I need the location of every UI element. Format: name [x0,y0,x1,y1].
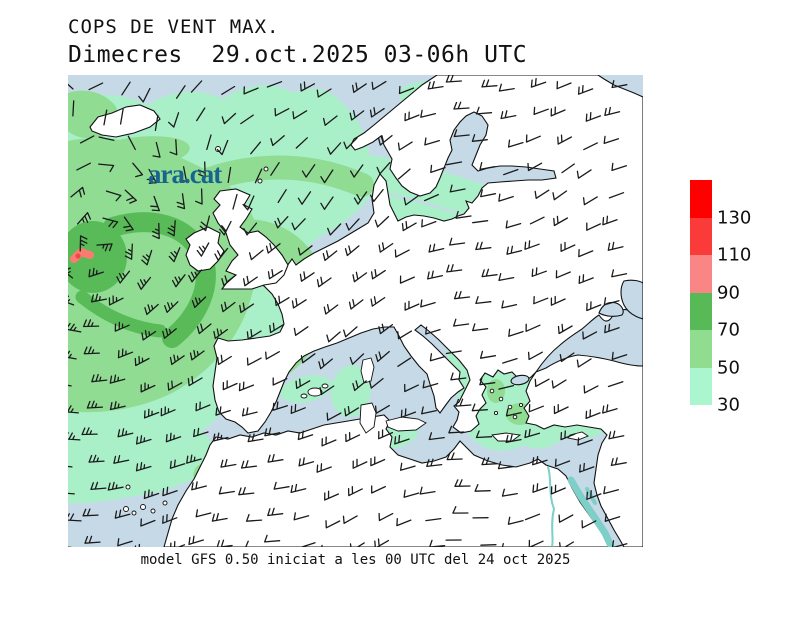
legend-segment [690,255,712,293]
legend-segment [690,330,712,368]
valid-time-subtitle: Dimecres 29.oct.2025 03-06h UTC [68,42,528,68]
gust-scale-legend: 130 110 90 70 50 30 [690,180,800,420]
legend-tick-label: 90 [717,282,740,303]
page-title: COPS DE VENT MAX. [68,16,280,38]
ara-cat-logo: ara.cat [148,159,222,189]
enclosed-seas-layer [510,279,644,386]
legend-segment [690,217,712,255]
legend-tick-label: 110 [717,244,752,266]
map-container: ara.cat [55,74,660,556]
legend-segment [690,292,712,330]
legend-segment [690,367,712,405]
legend-tick-label: 130 [717,207,752,228]
legend-tick-label: 50 [717,357,740,378]
legend-tick-label: 30 [717,394,740,416]
legend-tick-label: 70 [717,319,740,341]
islands-layer [123,146,589,516]
europe-wind-gust-map [55,74,660,556]
wind-barbs-layer [55,74,628,556]
model-run-caption: model GFS 0.50 iniciat a les 00 UTC del … [140,552,571,568]
legend-segment [690,180,712,218]
legend-color-bar [690,180,712,405]
